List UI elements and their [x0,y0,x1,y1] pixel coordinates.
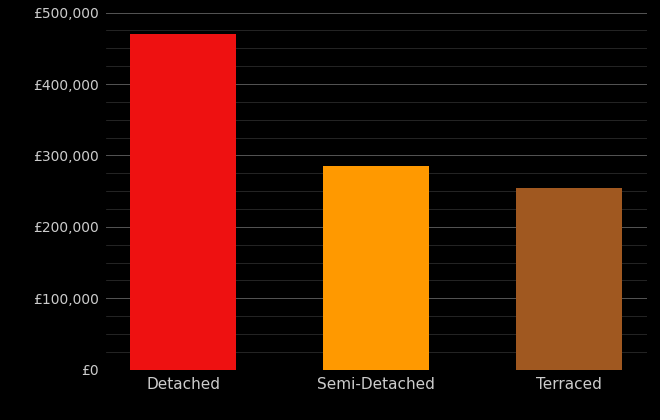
Bar [516,187,622,370]
Bar [130,34,236,370]
Bar [323,166,429,370]
